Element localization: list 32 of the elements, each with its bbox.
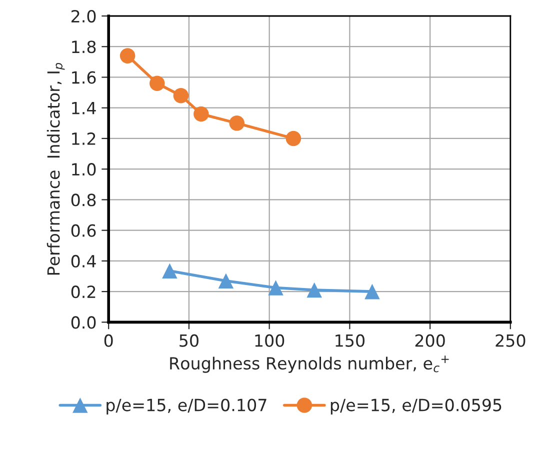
y-tick-label: 1.6 <box>72 71 96 84</box>
legend-label: p/e=15, e/D=0.107 <box>106 398 266 415</box>
y-tick-label: 0.2 <box>71 286 96 298</box>
y-tick-label: 2.0 <box>72 10 96 23</box>
point <box>306 282 322 298</box>
x-tick-label: 50 <box>180 334 198 347</box>
point <box>162 263 178 279</box>
x-tick-label: 250 <box>496 334 526 347</box>
x-axis-title: Roughness Reynolds number, e$_{c}$$^{+}$ <box>170 356 449 373</box>
point <box>286 130 302 146</box>
y-tick-label: 0.0 <box>71 316 96 329</box>
x-tick-label: 200 <box>415 334 445 347</box>
point <box>229 116 244 131</box>
y-tick-label: 0.6 <box>71 224 96 237</box>
x-tick-label: 0 <box>104 334 113 347</box>
point <box>150 76 165 91</box>
y-tick-label: 1.8 <box>72 40 96 54</box>
point <box>268 280 284 296</box>
point <box>173 88 189 104</box>
point <box>218 273 234 288</box>
y-tick-label: 1.4 <box>72 102 96 114</box>
y-tick-label: 0.8 <box>71 194 96 206</box>
x-tick-label: 100 <box>255 334 284 347</box>
x-tick-label: 150 <box>336 334 364 347</box>
y-tick-label: 0.4 <box>71 254 96 268</box>
y-tick-label: 1.0 <box>72 163 96 176</box>
legend-label: p/e=15, e/D=0.0595 <box>330 398 502 415</box>
point <box>364 284 380 300</box>
point <box>194 106 209 122</box>
point <box>120 48 136 64</box>
y-tick-label: 1.2 <box>72 132 96 145</box>
y-axis-title: Performance Indicator, I$_{p}$ <box>46 62 65 275</box>
